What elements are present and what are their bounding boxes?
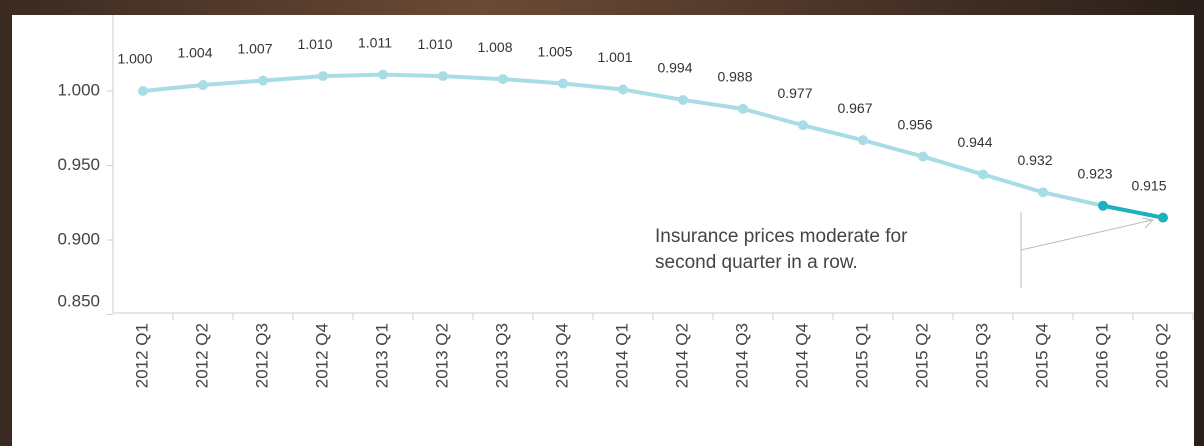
x-tick-label: 2015 Q3 xyxy=(972,323,991,388)
point xyxy=(138,86,148,96)
data-label: 1.004 xyxy=(177,45,212,61)
data-label: 0.956 xyxy=(897,116,932,132)
point xyxy=(618,84,628,95)
point xyxy=(978,169,988,180)
x-tick-label: 2015 Q4 xyxy=(1032,323,1051,388)
arrow-head xyxy=(1141,217,1155,229)
data-label: 0.944 xyxy=(957,134,992,150)
data-label: 1.007 xyxy=(237,40,272,56)
x-tick-label: 2012 Q2 xyxy=(192,323,211,388)
x-tick-label: 2013 Q3 xyxy=(492,323,511,388)
x-tick-label: 2012 Q1 xyxy=(132,323,151,388)
data-label: 0.988 xyxy=(717,69,752,85)
point xyxy=(318,71,328,82)
point xyxy=(498,74,508,85)
point xyxy=(918,151,928,162)
x-tick-label: 2013 Q1 xyxy=(372,323,391,388)
point xyxy=(198,80,208,91)
point xyxy=(738,103,748,114)
point xyxy=(438,71,448,82)
data-label: 0.994 xyxy=(657,60,692,76)
data-label: 1.010 xyxy=(297,36,332,52)
data-label: 0.967 xyxy=(837,100,872,116)
annotation: second quarter in a row. xyxy=(655,252,858,273)
x-tick-label: 2012 Q4 xyxy=(312,323,331,388)
data-label: 0.977 xyxy=(777,85,812,101)
data-label: 1.011 xyxy=(358,34,392,50)
point xyxy=(858,135,868,146)
point xyxy=(678,94,688,105)
data-label: 1.005 xyxy=(537,43,572,59)
point xyxy=(1038,187,1048,198)
x-tick-label: 2014 Q2 xyxy=(672,323,691,388)
x-tick-label: 2015 Q1 xyxy=(852,323,871,388)
point xyxy=(558,78,568,89)
panel xyxy=(12,15,1194,446)
x-tick-label: 2016 Q2 xyxy=(1152,323,1171,388)
x-tick-label: 2014 Q1 xyxy=(612,323,631,388)
highlight-segment xyxy=(1102,203,1164,220)
x-tick-label: 2014 Q4 xyxy=(792,323,811,388)
annotation-arrow xyxy=(1020,219,1153,251)
point xyxy=(1098,200,1108,211)
line xyxy=(142,72,1164,220)
y-tick-label: 0.950 xyxy=(57,155,100,174)
data-label: 1.000 xyxy=(117,51,152,67)
x-tick-label: 2016 Q1 xyxy=(1092,323,1111,388)
y-tick-label: 0.900 xyxy=(57,229,100,248)
data-label: 0.932 xyxy=(1017,152,1052,168)
point xyxy=(378,69,388,80)
annotation: Insurance prices moderate for xyxy=(655,226,908,247)
x-tick-label: 2012 Q3 xyxy=(252,323,271,388)
x-tick-label: 2013 Q2 xyxy=(432,323,451,388)
y-tick-label: 0.850 xyxy=(57,291,100,310)
x-tick-label: 2014 Q3 xyxy=(732,323,751,388)
x-tick-label: 2013 Q4 xyxy=(552,323,571,388)
point xyxy=(798,120,808,131)
data-label: 1.008 xyxy=(477,39,512,55)
y-tick-label: 1.000 xyxy=(57,80,100,99)
x-tick-label: 2015 Q2 xyxy=(912,323,931,388)
data-label: 0.923 xyxy=(1077,165,1112,181)
data-label: 1.010 xyxy=(417,36,452,52)
data-label: 0.915 xyxy=(1131,177,1166,193)
point xyxy=(1158,212,1168,223)
data-label: 1.001 xyxy=(597,49,632,65)
point xyxy=(258,75,268,86)
